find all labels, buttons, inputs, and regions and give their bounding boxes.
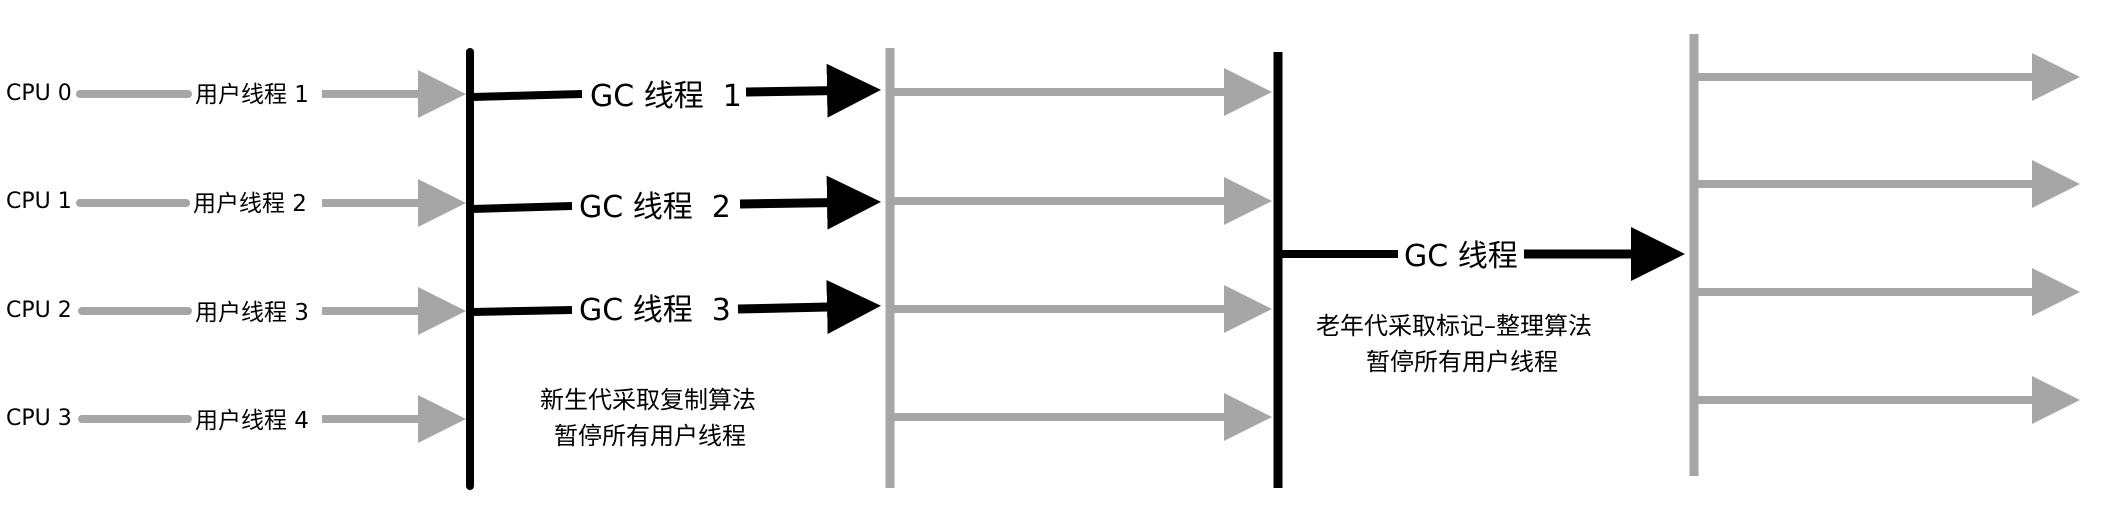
user-thread-label: 用户线程 4 (195, 408, 309, 434)
gc-thread-label: GC 线程 (1404, 239, 1518, 274)
gc-thread-label: GC 线程 3 (579, 293, 731, 328)
gc-thread-line (471, 306, 573, 316)
user-thread-label: 用户线程 1 (195, 82, 309, 108)
cpu-row-3: CPU 3 用户线程 4 (6, 395, 466, 443)
user-thread-label: 用户线程 2 (193, 191, 307, 217)
young-gc-thread-3: GC 线程 3 (471, 280, 881, 335)
gc-thread-line (471, 202, 573, 213)
cpu-label: CPU 0 (6, 81, 72, 106)
gc-thread-arrow (745, 63, 881, 118)
old-gen-caption-line-1: 老年代采取标记–整理算法 (1316, 312, 1592, 340)
young-gc-thread-2: GC 线程 2 (471, 175, 881, 230)
young-gen-caption-line-2: 暂停所有用户线程 (554, 422, 746, 450)
gc-thread-line (471, 90, 583, 101)
young-gc-thread-1: GC 线程 1 (471, 63, 881, 118)
gc-thread-label: GC 线程 1 (590, 79, 742, 114)
cpu-row-1: CPU 1 用户线程 2 (6, 179, 466, 227)
user-thread-label: 用户线程 3 (195, 300, 309, 326)
gc-thread-arrow (737, 280, 881, 335)
gc-thread-arrow (739, 175, 881, 230)
old-gc-thread: GC 线程 (1282, 227, 1685, 281)
cpu-row-0: CPU 0 用户线程 1 (6, 70, 466, 118)
cpu-label: CPU 1 (6, 189, 72, 214)
gc-thread-label: GC 线程 2 (579, 190, 731, 225)
cpu-label: CPU 2 (6, 298, 72, 323)
cpu-label: CPU 3 (6, 406, 72, 431)
old-gen-caption-line-2: 暂停所有用户线程 (1366, 348, 1558, 376)
young-gen-caption-line-1: 新生代采取复制算法 (540, 386, 756, 414)
cpu-row-2: CPU 2 用户线程 3 (6, 287, 466, 335)
